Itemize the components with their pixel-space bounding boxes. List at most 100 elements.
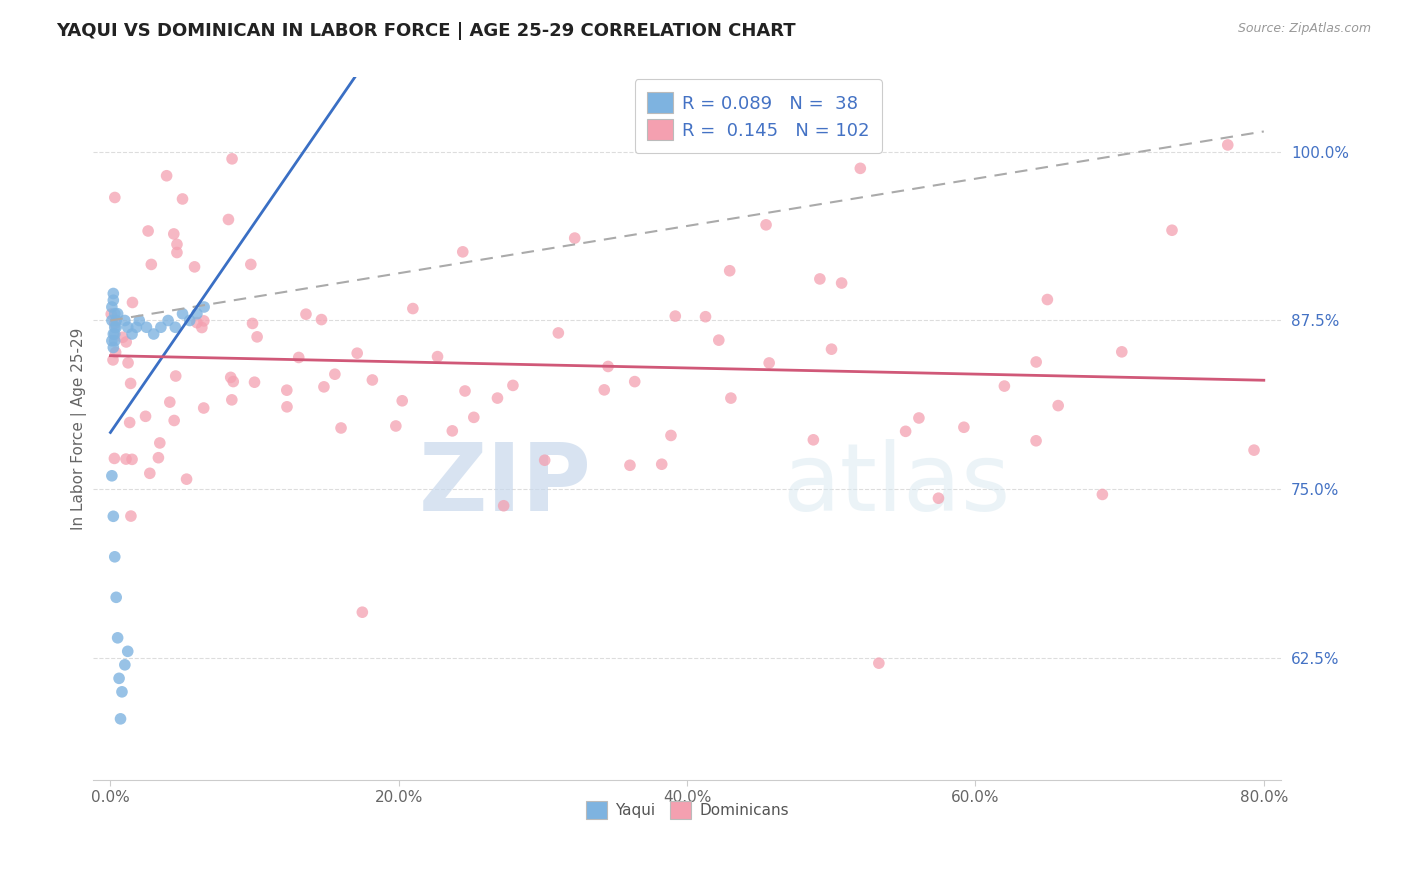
Point [114, 657, 136, 672]
Point [287, 351, 309, 365]
Point [117, 320, 139, 334]
Point [1091, 487, 1114, 501]
Point [191, 320, 214, 334]
Point [148, 450, 170, 465]
Point [104, 307, 127, 321]
Point [246, 330, 269, 344]
Point [142, 326, 165, 341]
Point [103, 451, 125, 466]
Point [120, 376, 142, 391]
Point [243, 375, 266, 389]
Y-axis label: In Labor Force | Age 25-29: In Labor Force | Age 25-29 [72, 327, 87, 530]
Point [908, 411, 931, 425]
Point [755, 218, 778, 232]
Point [193, 314, 215, 328]
Point [121, 295, 143, 310]
Point [108, 671, 131, 685]
Point [720, 391, 742, 405]
Point [402, 301, 425, 316]
Point [165, 369, 187, 384]
Point [179, 313, 201, 327]
Point [101, 313, 124, 327]
Point [222, 375, 245, 389]
Point [486, 391, 509, 405]
Point [391, 393, 413, 408]
Point [136, 224, 159, 238]
Point [564, 231, 586, 245]
Point [361, 373, 384, 387]
Point [118, 416, 141, 430]
Point [217, 212, 239, 227]
Point [186, 316, 208, 330]
Point [1025, 434, 1047, 448]
Point [105, 591, 128, 605]
Point [953, 420, 976, 434]
Point [103, 326, 125, 341]
Point [1025, 355, 1047, 369]
Point [110, 712, 132, 726]
Point [894, 425, 917, 439]
Point [707, 333, 730, 347]
Point [295, 307, 318, 321]
Point [103, 293, 125, 308]
Point [105, 320, 128, 334]
Point [107, 631, 129, 645]
Point [103, 509, 125, 524]
Point [104, 326, 127, 341]
Point [104, 345, 127, 359]
Legend: Yaqui, Dominicans: Yaqui, Dominicans [579, 795, 794, 824]
Point [596, 359, 619, 374]
Point [165, 320, 187, 334]
Point [311, 312, 333, 326]
Point [193, 401, 215, 415]
Point [492, 499, 515, 513]
Point [426, 350, 449, 364]
Point [149, 436, 172, 450]
Point [101, 353, 124, 368]
Point [801, 433, 824, 447]
Point [172, 307, 194, 321]
Point [758, 356, 780, 370]
Point [172, 192, 194, 206]
Point [659, 428, 682, 442]
Point [695, 310, 717, 324]
Point [120, 509, 142, 524]
Point [1047, 399, 1070, 413]
Point [352, 605, 374, 619]
Point [125, 320, 148, 334]
Point [547, 326, 569, 340]
Point [239, 257, 262, 271]
Point [104, 190, 127, 204]
Point [135, 409, 157, 424]
Point [186, 307, 208, 321]
Point [454, 384, 477, 398]
Point [619, 458, 641, 473]
Point [323, 368, 346, 382]
Point [163, 413, 186, 427]
Text: YAQUI VS DOMINICAN IN LABOR FORCE | AGE 25-29 CORRELATION CHART: YAQUI VS DOMINICAN IN LABOR FORCE | AGE … [56, 22, 796, 40]
Point [718, 264, 741, 278]
Point [993, 379, 1015, 393]
Point [1216, 138, 1239, 153]
Text: atlas: atlas [782, 439, 1011, 531]
Point [104, 549, 127, 564]
Point [193, 300, 215, 314]
Point [808, 272, 831, 286]
Point [166, 245, 188, 260]
Point [868, 656, 890, 670]
Point [502, 378, 524, 392]
Point [101, 468, 124, 483]
Point [276, 383, 298, 397]
Point [104, 316, 127, 330]
Point [117, 644, 139, 658]
Point [441, 424, 464, 438]
Point [183, 260, 205, 274]
Point [1161, 223, 1184, 237]
Point [330, 421, 353, 435]
Point [141, 257, 163, 271]
Point [831, 276, 853, 290]
Point [157, 313, 180, 327]
Point [104, 334, 127, 348]
Point [463, 410, 485, 425]
Point [312, 380, 335, 394]
